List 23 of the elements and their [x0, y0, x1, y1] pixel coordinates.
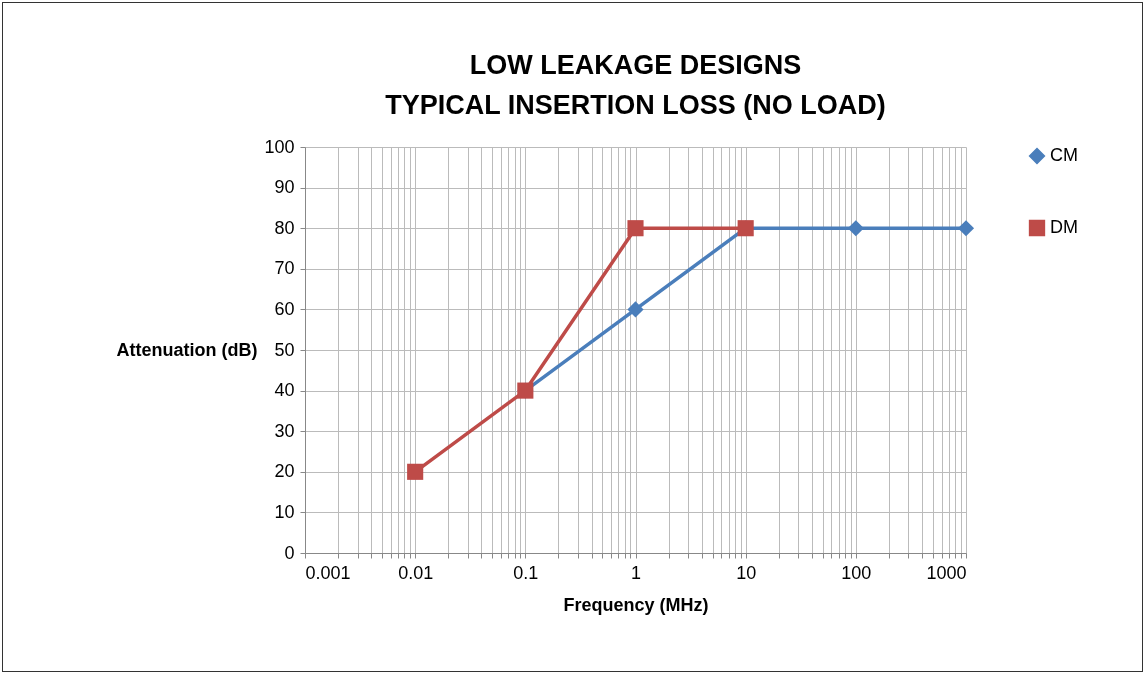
- x-tick-label: 1: [630, 562, 642, 583]
- y-tick-label: 30: [274, 420, 295, 441]
- y-tick-label: 0: [284, 542, 295, 563]
- x-tick-label: 0.001: [305, 562, 351, 583]
- y-tick-label: 60: [274, 298, 295, 319]
- x-tick-label: 100: [841, 562, 872, 583]
- y-tick-label: 90: [274, 177, 295, 198]
- y-tick-label: 10: [274, 501, 295, 522]
- y-tick-label: 40: [274, 380, 295, 401]
- y-axis-title: Attenuation (dB): [116, 339, 258, 360]
- x-tick-label: 0.01: [398, 562, 434, 583]
- x-axis-title: Frequency (MHz): [563, 594, 709, 615]
- y-tick-label: 100: [264, 136, 295, 157]
- y-tick-label: 20: [274, 461, 295, 482]
- chart-title: LOW LEAKAGE DESIGNS TYPICAL INSERTION LOSS (NO LOAD): [385, 50, 886, 120]
- x-tick-label: 0.1: [513, 562, 539, 583]
- y-tick-label: 70: [274, 258, 295, 279]
- y-tick-label: 50: [274, 339, 295, 360]
- y-tick-label: 80: [274, 217, 295, 238]
- legend-label: DM: [1050, 217, 1078, 237]
- legend-label: CM: [1050, 145, 1078, 165]
- x-tick-label: 10: [736, 562, 757, 583]
- x-tick-label: 1000: [926, 562, 967, 583]
